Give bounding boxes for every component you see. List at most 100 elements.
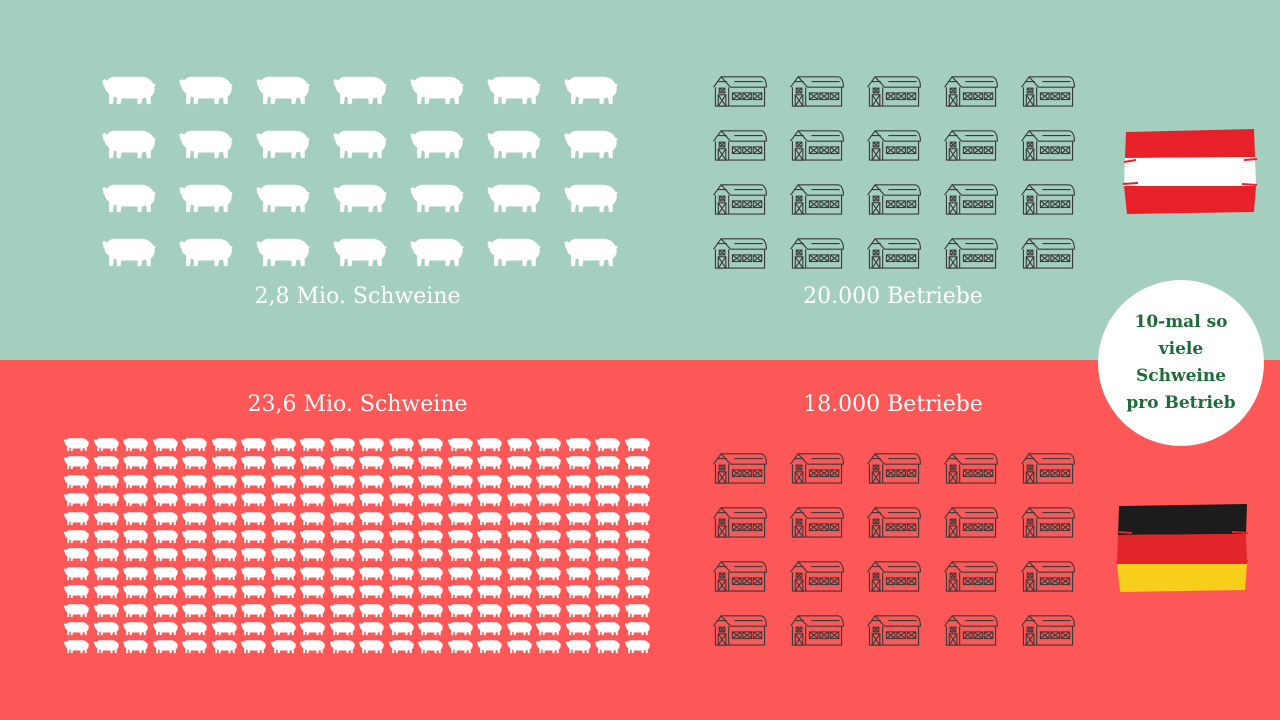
barn-icon: [942, 182, 1000, 216]
pig-icon: [181, 602, 208, 618]
pig-icon: [122, 436, 149, 452]
pig-icon: [270, 454, 297, 470]
pig-icon: [447, 454, 474, 470]
pig-icon: [270, 510, 297, 526]
pig-icon: [152, 620, 179, 636]
pig-icon: [565, 528, 592, 544]
pig-icon: [358, 528, 385, 544]
pig-icon: [388, 473, 415, 489]
pig-icon: [181, 528, 208, 544]
barn-icon: [1019, 613, 1077, 647]
pig-icon: [270, 602, 297, 618]
pig-icon: [181, 620, 208, 636]
pig-icon: [211, 454, 238, 470]
pig-icon: [122, 454, 149, 470]
pig-icon: [93, 491, 120, 507]
pig-icon: [388, 546, 415, 562]
pig-icon: [535, 473, 562, 489]
pig-icon: [329, 565, 356, 581]
pig-icon: [177, 126, 235, 160]
pig-icon: [100, 126, 158, 160]
pig-icon: [211, 510, 238, 526]
pig-icon: [506, 491, 533, 507]
pig-icon: [240, 620, 267, 636]
pig-icon: [211, 565, 238, 581]
pig-icon: [93, 546, 120, 562]
pig-icon: [565, 638, 592, 654]
pig-icon: [417, 638, 444, 654]
barn-icon: [865, 505, 923, 539]
pig-icon: [594, 436, 621, 452]
barn-icon: [788, 128, 846, 162]
pig-icon: [447, 638, 474, 654]
barn-icon: [942, 451, 1000, 485]
pig-icon: [329, 528, 356, 544]
pig-icon: [624, 583, 651, 599]
barn-icon: [1019, 128, 1077, 162]
pig-icon: [565, 473, 592, 489]
pig-icon: [417, 602, 444, 618]
pig-icon: [417, 565, 444, 581]
pig-icon: [299, 583, 326, 599]
pig-icon: [122, 546, 149, 562]
pig-icon: [329, 620, 356, 636]
barn-icon: [1019, 559, 1077, 593]
pig-icon: [211, 528, 238, 544]
pig-icon: [331, 72, 389, 106]
barn-icon: [711, 613, 769, 647]
pig-icon: [535, 602, 562, 618]
barn-icon: [942, 128, 1000, 162]
pig-icon: [506, 638, 533, 654]
barn-icon: [942, 505, 1000, 539]
barn-icon: [942, 74, 1000, 108]
pig-icon: [254, 126, 312, 160]
pig-icon: [331, 180, 389, 214]
pig-icon: [177, 72, 235, 106]
pig-icon: [329, 583, 356, 599]
pig-icon: [535, 528, 562, 544]
pig-icon: [358, 473, 385, 489]
pig-icon: [100, 72, 158, 106]
pig-icon: [152, 528, 179, 544]
pig-icon: [240, 491, 267, 507]
badge-line: viele: [1158, 339, 1204, 359]
barn-icon: [1019, 182, 1077, 216]
pig-icon: [270, 473, 297, 489]
pig-icon: [299, 620, 326, 636]
pig-icon: [624, 436, 651, 452]
pig-icon: [408, 180, 466, 214]
pig-icon: [270, 546, 297, 562]
pig-icon: [299, 638, 326, 654]
pig-icon: [476, 454, 503, 470]
pig-icon: [447, 565, 474, 581]
pig-icon: [152, 454, 179, 470]
germany-flag: [1115, 504, 1249, 592]
pig-icon: [181, 454, 208, 470]
pig-icon: [299, 473, 326, 489]
pig-icon: [152, 602, 179, 618]
pig-icon: [447, 546, 474, 562]
pig-icon: [358, 454, 385, 470]
pig-icon: [299, 510, 326, 526]
barn-icon: [788, 559, 846, 593]
pig-icon: [447, 602, 474, 618]
pig-icon: [506, 583, 533, 599]
pig-icon: [562, 72, 620, 106]
pig-icon: [447, 510, 474, 526]
pig-icon: [594, 454, 621, 470]
pig-icon: [211, 436, 238, 452]
pig-icon: [299, 491, 326, 507]
pig-icon: [93, 510, 120, 526]
pig-icon: [211, 473, 238, 489]
pig-icon: [624, 565, 651, 581]
pig-icon: [594, 583, 621, 599]
pig-icon: [240, 473, 267, 489]
pig-icon: [240, 638, 267, 654]
pig-icon: [565, 602, 592, 618]
pig-icon: [624, 546, 651, 562]
pig-icon: [565, 583, 592, 599]
pig-icon: [63, 454, 90, 470]
pig-icon: [240, 436, 267, 452]
pig-icon: [408, 126, 466, 160]
barn-icon: [711, 182, 769, 216]
